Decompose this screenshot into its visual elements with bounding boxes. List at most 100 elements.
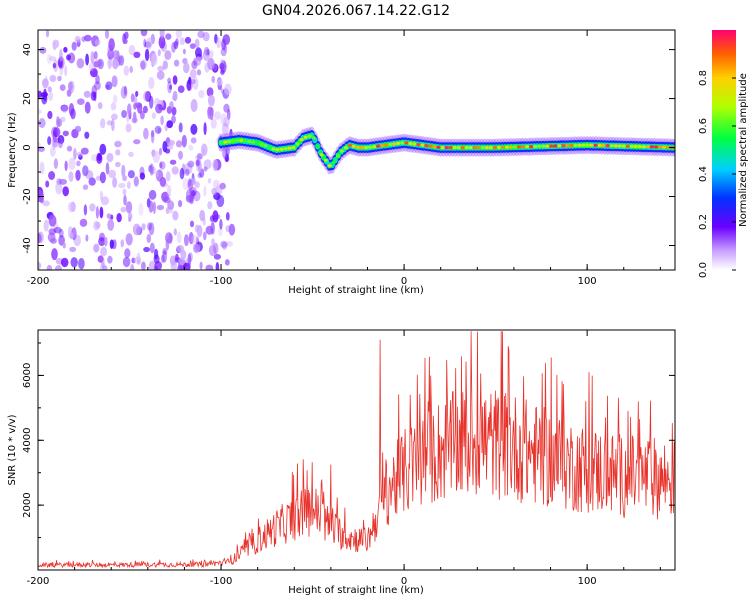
heatmap-cell [149,166,156,175]
heatmap-cell [225,225,231,233]
heatmap-cell [187,179,194,190]
heatmap-cell [47,110,53,120]
snr-xlabel: Height of straight line (km) [288,585,424,596]
heatmap-cell [153,265,158,270]
heatmap-cell [307,134,312,138]
heatmap-cell [124,248,131,259]
heatmap-cell [166,185,172,198]
heatmap-cell [251,140,256,144]
heatmap-cell [89,203,96,212]
heatmap-cell [93,61,99,68]
heatmap-cell [169,101,174,110]
heatmap-cell [573,143,578,147]
snr-ticks: -200 -100 0 100 6000 4000 2000 [22,330,675,587]
heatmap-cell [173,228,177,236]
heatmap-cell [517,145,521,149]
heatmap-cell [184,234,189,247]
heatmap-cell [165,171,171,182]
heatmap-cell [107,56,112,70]
heatmap-cell [43,219,49,232]
heatmap-cell [106,152,114,163]
heatmap-cell [135,102,143,109]
heatmap-cell [207,94,215,107]
heatmap-cell [55,137,62,144]
heatmap-cell [557,144,562,148]
heatmap-cell [39,196,44,204]
heatmap-cell [55,181,63,195]
y-tick-label: -40 [22,237,33,253]
heatmap-cell [97,58,104,70]
heatmap-cell [472,146,477,150]
heatmap-cell [66,145,73,152]
heatmap-cell [408,141,413,146]
heatmap-cell [128,212,133,221]
heatmap-cell [188,177,192,187]
heatmap-cell [38,118,46,128]
heatmap-cell [125,201,133,214]
heatmap-cell [224,155,230,163]
heatmap-cell [428,144,433,148]
heatmap-cell [113,49,119,60]
heatmap-cell [190,123,198,135]
heatmap-cell [157,49,161,57]
heatmap-cell [104,30,110,39]
heatmap-cell [169,255,177,266]
heatmap-cell [59,48,63,62]
heatmap-cell [218,228,223,237]
heatmap-cell [213,242,219,255]
x-tick-label: -200 [27,576,50,587]
heatmap-cell [120,239,125,248]
heatmap-cell [140,30,148,37]
heatmap-cell [169,84,173,90]
heatmap-cell [223,116,230,128]
heatmap-cell [108,169,117,179]
heatmap-cell [74,35,81,43]
heatmap-cell [224,83,232,96]
heatmap-cell [38,90,42,98]
heatmap-cell [194,181,200,189]
heatmap-cell [148,200,154,213]
spectrogram-heatmap [38,30,675,270]
heatmap-cell [106,213,112,220]
heatmap-cell [175,38,179,46]
heatmap-cell [156,204,165,211]
heatmap-cell [49,147,56,157]
x-tick-label: 100 [578,276,597,287]
heatmap-cell [178,122,183,133]
heatmap-cell [125,233,133,246]
heatmap-cell [161,254,165,264]
heatmap-cell [203,185,207,197]
heatmap-cell [541,144,546,148]
heatmap-cell [108,38,115,51]
heatmap-cell [214,33,218,44]
heatmap-cell [356,145,360,150]
colorbar-tick-label: 0.2 [698,214,709,230]
heatmap-cell [136,252,141,263]
heatmap-cell [198,90,205,99]
heatmap-cell [51,248,58,261]
heatmap-cell [189,78,196,85]
heatmap-cell [100,118,106,129]
heatmap-cell [211,187,217,195]
heatmap-cell [68,171,74,182]
heatmap-cell [221,38,227,51]
heatmap-cell [182,48,186,55]
heatmap-cell [193,243,201,253]
heatmap-cell [156,70,165,80]
heatmap-cell [143,38,147,48]
heatmap-cell [195,47,202,58]
heatmap-cell [159,161,166,170]
heatmap-cell [175,30,183,39]
heatmap-cell [189,69,197,79]
heatmap-cell [597,143,602,147]
heatmap-cell [210,221,215,235]
heatmap-cell [60,104,69,112]
heatmap-cell [128,151,134,157]
heatmap-cell [122,38,128,45]
heatmap-cell [120,206,127,213]
heatmap-cell [85,53,89,66]
heatmap-cell [140,60,146,70]
heatmap-cell [203,231,207,241]
heatmap-cell [191,234,199,246]
heatmap-cell [183,62,190,74]
